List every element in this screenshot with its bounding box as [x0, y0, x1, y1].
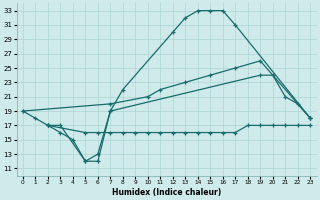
- X-axis label: Humidex (Indice chaleur): Humidex (Indice chaleur): [112, 188, 221, 197]
